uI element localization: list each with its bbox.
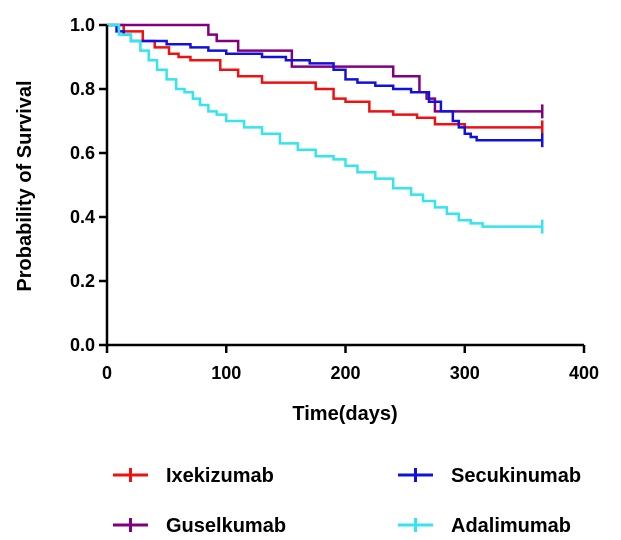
x-tick-label: 400 <box>569 363 599 383</box>
legend-item-secukinumab: Secukinumab <box>398 465 581 487</box>
series-line-guselkumab <box>107 23 543 113</box>
y-axis-title: Probability of Survival <box>14 80 36 291</box>
series-line-secukinumab <box>107 23 543 142</box>
x-tick-label: 100 <box>211 363 241 383</box>
legend-item-guselkumab: Guselkumab <box>113 515 286 537</box>
y-tick-label: 0.8 <box>70 79 95 99</box>
x-tick-label: 300 <box>450 363 480 383</box>
x-axis-title: Time(days) <box>292 403 397 425</box>
y-tick-label: 0.0 <box>70 335 95 355</box>
y-tick-label: 0.2 <box>70 271 95 291</box>
series-line-ixekizumab <box>107 23 543 129</box>
legend: Ixekizumab Guselkumab Secukinumab Adalimuma… <box>113 465 581 537</box>
x-tick-label: 0 <box>102 363 112 383</box>
legend-item-adalimumab: Adalimumab <box>398 515 571 537</box>
y-tick-label: 1.0 <box>70 15 95 35</box>
legend-label: Guselkumab <box>166 515 286 537</box>
legend-label: Adalimumab <box>451 515 571 537</box>
y-tick-label: 0.4 <box>70 207 95 227</box>
plot-lines <box>107 23 544 234</box>
legend-item-ixekizumab: Ixekizumab <box>113 465 274 487</box>
x-ticks: 0 100 200 300 400 <box>102 345 599 383</box>
series-line-adalimumab <box>107 23 543 228</box>
x-tick-label: 200 <box>330 363 360 383</box>
legend-label: Ixekizumab <box>166 465 274 487</box>
legend-label: Secukinumab <box>451 465 581 487</box>
y-tick-label: 0.6 <box>70 143 95 163</box>
y-ticks: 0.0 0.2 0.4 0.6 0.8 1.0 <box>70 15 107 355</box>
